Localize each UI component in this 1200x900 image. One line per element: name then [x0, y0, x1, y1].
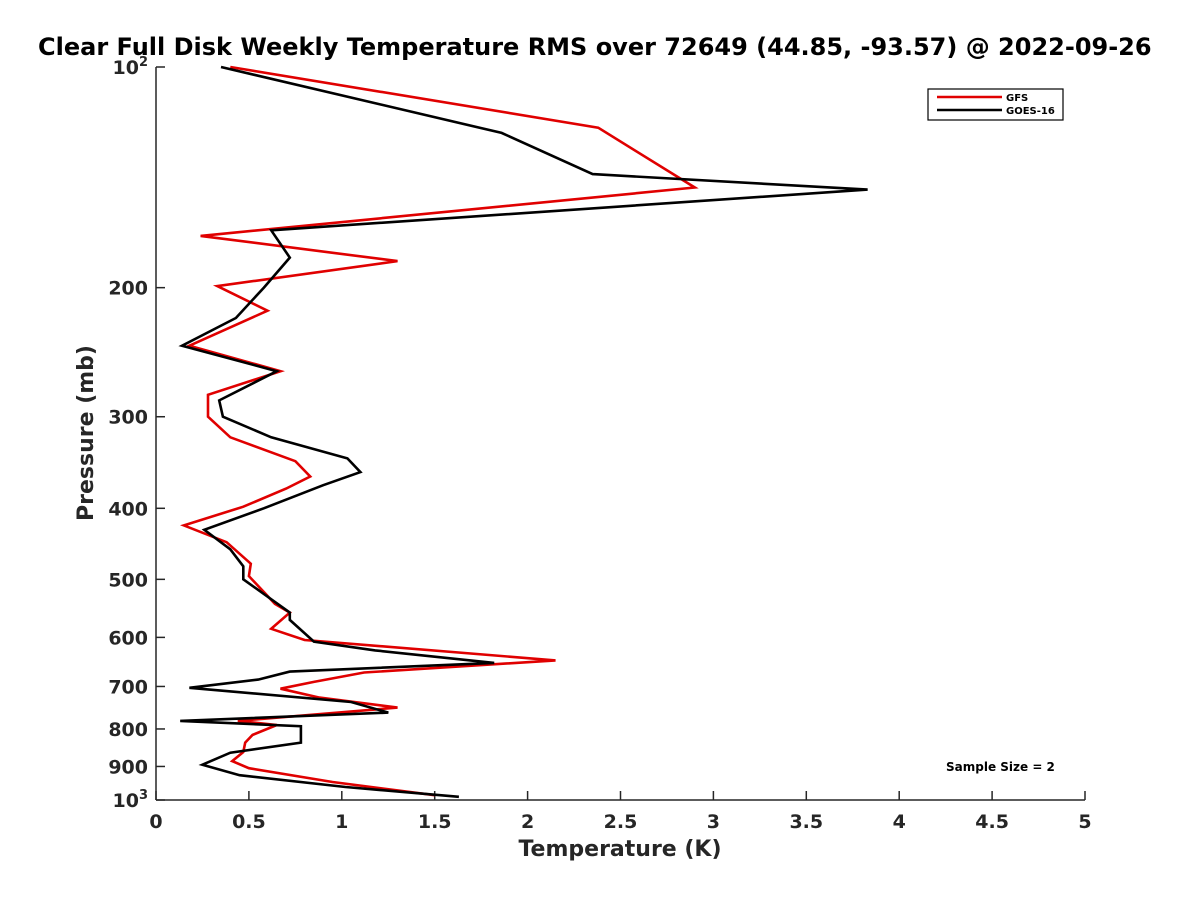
x-axis-label: Temperature (K) — [518, 837, 721, 862]
x-tick-label: 5 — [1078, 811, 1091, 833]
x-tick-label: 0.5 — [232, 811, 266, 833]
y-tick-exponent: 2 — [139, 55, 148, 70]
series-line-goes16 — [178, 65, 868, 799]
legend-box — [927, 88, 1064, 121]
series-line-gfs — [180, 65, 699, 797]
legend-label-gfs: GFS — [1006, 93, 1028, 104]
x-tick-label: 1.5 — [418, 811, 452, 833]
y-tick-label: 300 — [108, 407, 148, 429]
y-tick-exponent: 3 — [139, 788, 148, 803]
x-tick-label: 0 — [149, 811, 162, 833]
x-tick-label: 2.5 — [604, 811, 638, 833]
y-axis-label: Pressure (mb) — [74, 345, 99, 521]
y-tick-label: 500 — [108, 569, 148, 591]
x-tick-label: 3 — [707, 811, 720, 833]
y-tick-label: 103 — [113, 788, 149, 812]
y-tick-label: 700 — [108, 676, 148, 698]
y-tick-label: 800 — [108, 719, 148, 741]
x-tick-label: 4 — [893, 811, 906, 833]
x-tick-label: 4.5 — [975, 811, 1009, 833]
y-tick-label: 600 — [108, 627, 148, 649]
x-tick-label: 3.5 — [789, 811, 823, 833]
legend-label-goes16: GOES-16 — [1006, 106, 1055, 117]
series-lines — [178, 65, 868, 799]
y-tick-base: 10 — [113, 790, 139, 812]
y-tick-label: 200 — [108, 278, 148, 300]
legend: GFS GOES-16 — [927, 88, 1064, 121]
x-tick-label: 1 — [335, 811, 348, 833]
y-tick-label: 102 — [113, 55, 149, 79]
x-ticks: 0 0.5 1 1.5 2 2.5 3 3.5 4 4.5 5 — [149, 791, 1092, 833]
x-tick-label: 2 — [521, 811, 534, 833]
chart-title: Clear Full Disk Weekly Temperature RMS o… — [38, 33, 1152, 61]
sample-size-annotation: Sample Size = 2 — [946, 760, 1055, 774]
y-tick-base: 10 — [113, 57, 139, 79]
y-tick-label: 400 — [108, 498, 148, 520]
y-tick-label: 900 — [108, 756, 148, 778]
